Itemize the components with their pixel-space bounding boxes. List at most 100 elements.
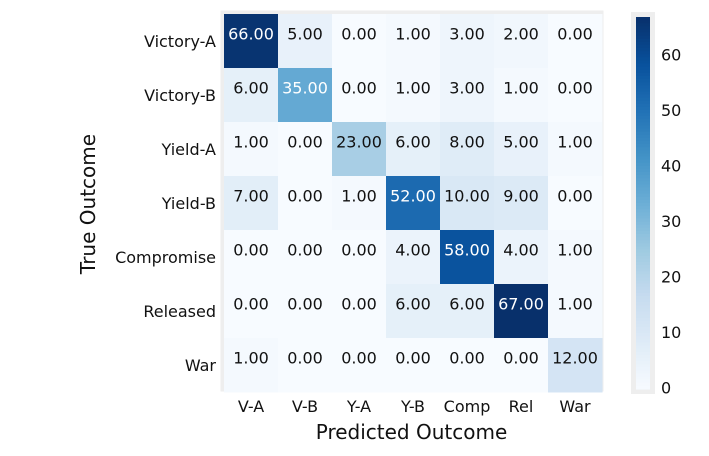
colorbar-tick-label: 30 [661, 212, 681, 231]
colorbar-segment [636, 237, 650, 241]
colorbar-segment [636, 258, 650, 263]
x-tick-label: Rel [509, 397, 534, 416]
colorbar-segment [636, 187, 650, 192]
colorbar-segment [636, 224, 650, 229]
cell-value-label: 23.00 [336, 133, 382, 152]
colorbar-segment [636, 97, 650, 102]
colorbar-tick-labels: 0 10 20 30 40 50 60 [661, 45, 681, 397]
heatmap-cells [224, 14, 603, 393]
colorbar-segment [636, 271, 650, 275]
colorbar-segment [636, 91, 650, 96]
colorbar-segment [636, 274, 650, 278]
colorbar-segment [636, 206, 650, 210]
colorbar-segment [636, 113, 650, 117]
colorbar-segment [636, 221, 650, 226]
cell-value-label: 8.00 [449, 133, 485, 152]
colorbar-segment [636, 308, 650, 313]
colorbar-segment [636, 48, 650, 52]
colorbar-segment [636, 159, 650, 164]
cell-value-label: 1.00 [341, 187, 377, 206]
cell-value-label: 52.00 [390, 187, 436, 206]
cell-value-label: 12.00 [552, 349, 598, 368]
colorbar-segment [636, 252, 650, 257]
colorbar-segment [636, 38, 650, 43]
cell-value-label: 3.00 [449, 79, 485, 98]
colorbar-segment [636, 134, 650, 139]
colorbar-segment [636, 215, 650, 220]
colorbar-segment [636, 156, 650, 161]
colorbar-segment [636, 72, 650, 77]
colorbar-segment [636, 358, 650, 362]
heatmap-cell [386, 230, 441, 285]
heatmap-cell [494, 284, 549, 339]
cell-value-label: 0.00 [557, 187, 593, 206]
colorbar-segment [636, 141, 650, 145]
colorbar-segment [636, 342, 650, 347]
colorbar-segment [636, 165, 650, 170]
heatmap-cell [548, 338, 603, 393]
colorbar-segment [636, 333, 650, 337]
colorbar-segment [636, 339, 650, 344]
colorbar-segment [636, 373, 650, 378]
colorbar-segment [636, 289, 650, 294]
colorbar-segment [636, 178, 650, 182]
colorbar-segment [636, 265, 650, 269]
colorbar-segment [636, 314, 650, 319]
heatmap-cell [386, 176, 441, 231]
colorbar-segment [636, 277, 650, 282]
colorbar-segment [636, 367, 650, 371]
colorbar-segment [636, 376, 650, 381]
colorbar-segment [636, 305, 650, 309]
cell-value-label: 0.00 [341, 25, 377, 44]
cell-value-label: 6.00 [395, 133, 431, 152]
colorbar-segment [636, 162, 650, 167]
heatmap-cell [278, 122, 333, 177]
colorbar-segment [636, 100, 650, 105]
colorbar-segment [636, 382, 650, 387]
heatmap-cell [548, 284, 603, 339]
colorbar-segment [636, 292, 650, 297]
x-tick-label: Comp [444, 397, 491, 416]
colorbar-segment [636, 196, 650, 201]
x-axis-label: Predicted Outcome [316, 420, 508, 444]
colorbar-segment [636, 17, 650, 21]
cell-value-label: 1.00 [395, 79, 431, 98]
y-axis-label: True Outcome [76, 134, 100, 275]
heatmap-cell [440, 338, 495, 393]
heatmap-cell [278, 14, 333, 69]
colorbar-segment [636, 29, 650, 34]
heatmap-cell [494, 230, 549, 285]
cell-value-label: 4.00 [395, 241, 431, 260]
heatmap-cell [278, 176, 333, 231]
colorbar-segment [636, 131, 650, 136]
colorbar-segment [636, 336, 650, 340]
heatmap-cell [548, 176, 603, 231]
cell-value-label: 1.00 [557, 295, 593, 314]
cell-value-label: 35.00 [282, 79, 328, 98]
colorbar-segment [636, 199, 650, 204]
colorbar-segment [636, 330, 650, 334]
cell-value-label: 4.00 [503, 241, 539, 260]
colorbar-segment [636, 122, 650, 127]
colorbar-segment [636, 280, 650, 285]
colorbar-segment [636, 106, 650, 111]
cell-value-label: 6.00 [395, 295, 431, 314]
cell-value-label: 0.00 [287, 241, 323, 260]
heatmap-cell [224, 176, 279, 231]
cell-value-label: 1.00 [503, 79, 539, 98]
colorbar-segment [636, 320, 650, 325]
x-tick-label: Y-B [400, 397, 425, 416]
heatmap-cell [386, 338, 441, 393]
colorbar-segment [636, 379, 650, 384]
colorbar-segment [636, 94, 650, 99]
y-tick-label: Victory-B [144, 86, 216, 105]
cell-value-label: 0.00 [395, 349, 431, 368]
colorbar-segment [636, 327, 650, 331]
heatmap-cell [386, 122, 441, 177]
colorbar-tick-label: 40 [661, 156, 681, 175]
x-tick-label: V-B [292, 397, 318, 416]
colorbar-segment [636, 85, 650, 89]
colorbar-segment [636, 261, 650, 266]
colorbar-segment [636, 32, 650, 37]
